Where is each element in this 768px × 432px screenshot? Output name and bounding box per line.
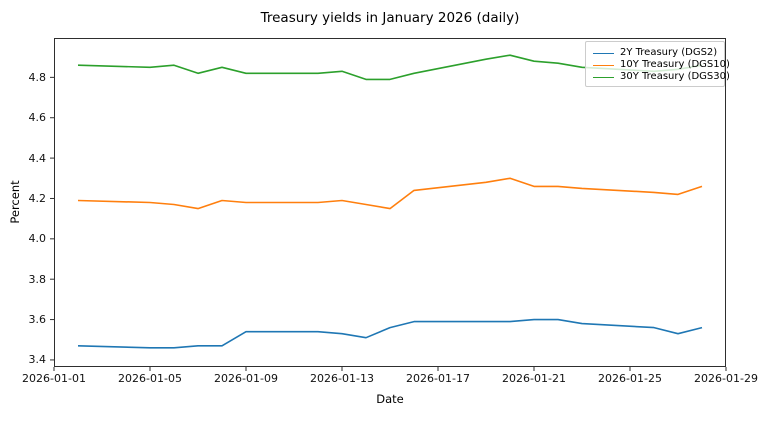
x-tick-label: 2026-01-25 <box>598 372 662 385</box>
legend-line-sample-10y <box>593 64 614 66</box>
y-tick-label: 3.6 <box>28 313 47 327</box>
y-tick-label: 4.8 <box>28 70 47 84</box>
legend-line-sample-30y <box>593 76 614 78</box>
legend-item: 30Y Treasury (DGS30) <box>593 71 730 83</box>
x-tick-label: 2026-01-13 <box>310 372 374 385</box>
x-tick-label: 2026-01-09 <box>214 372 278 385</box>
legend-line-sample-2y <box>593 52 614 54</box>
plot-canvas <box>50 38 727 371</box>
legend-label: 10Y Treasury (DGS10) <box>620 59 730 70</box>
y-tick-label: 3.8 <box>28 272 47 286</box>
y-tick-label: 4.6 <box>28 111 47 125</box>
plot-area <box>50 38 727 371</box>
legend-item: 10Y Treasury (DGS10) <box>593 59 730 71</box>
x-axis-label: Date <box>376 392 404 406</box>
y-tick-label: 3.4 <box>28 353 47 367</box>
y-tick-label: 4.0 <box>28 232 47 246</box>
x-tick-label: 2026-01-01 <box>22 372 86 385</box>
y-tick-label: 4.4 <box>28 151 47 165</box>
y-tick-label: 4.2 <box>28 191 47 205</box>
x-tick-label: 2026-01-29 <box>694 372 758 385</box>
chart-title: Treasury yields in January 2026 (daily) <box>260 10 520 26</box>
legend: 2Y Treasury (DGS2) 10Y Treasury (DGS10) … <box>585 41 730 87</box>
x-tick-label: 2026-01-05 <box>118 372 182 385</box>
x-tick-label: 2026-01-17 <box>406 372 470 385</box>
x-tick-label: 2026-01-21 <box>502 372 566 385</box>
legend-item: 2Y Treasury (DGS2) <box>593 47 718 59</box>
legend-label: 2Y Treasury (DGS2) <box>620 47 718 58</box>
legend-label: 30Y Treasury (DGS30) <box>620 71 730 82</box>
